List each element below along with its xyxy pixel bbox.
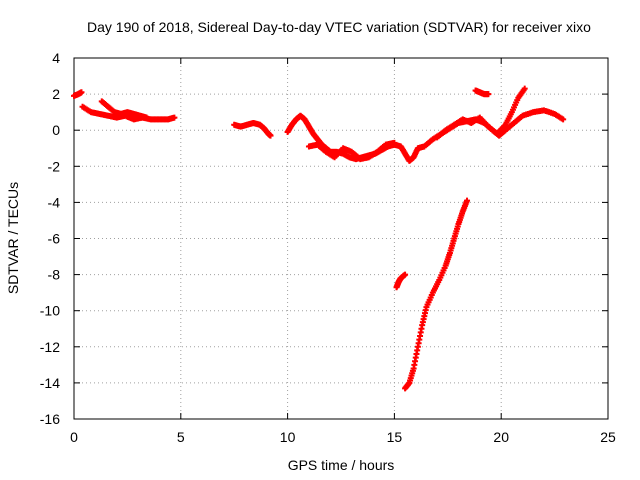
data-points: [71, 85, 567, 392]
y-tick-label: -4: [48, 194, 61, 210]
x-tick-label: 15: [387, 429, 403, 445]
y-tick-label: -2: [48, 158, 61, 174]
data-point: [560, 116, 567, 123]
y-tick-label: -12: [40, 339, 60, 355]
data-point: [521, 85, 528, 92]
y-tick-label: -6: [48, 231, 61, 247]
data-point: [391, 139, 398, 146]
y-tick-label: 2: [52, 86, 60, 102]
data-point: [485, 91, 492, 98]
data-point: [267, 132, 274, 139]
data-point: [171, 114, 178, 121]
data-point: [78, 89, 85, 96]
x-tick-label: 20: [493, 429, 509, 445]
y-axis-label: SDTVAR / TECUs: [5, 182, 21, 294]
data-point: [464, 197, 471, 204]
y-tick-label: -14: [40, 375, 60, 391]
y-tick-label: -16: [40, 411, 60, 427]
x-tick-label: 5: [177, 429, 185, 445]
y-tick-label: 4: [52, 50, 60, 66]
x-tick-label: 0: [70, 429, 78, 445]
x-axis-label: GPS time / hours: [288, 457, 395, 473]
data-point: [143, 114, 150, 121]
y-tick-label: -10: [40, 303, 60, 319]
axis-ticks: [73, 57, 609, 420]
x-tick-label: 10: [280, 429, 296, 445]
x-tick-label: 25: [600, 429, 616, 445]
y-tick-label: 0: [52, 122, 60, 138]
data-point: [402, 271, 409, 278]
chart-title: Day 190 of 2018, Sidereal Day-to-day VTE…: [87, 19, 591, 35]
y-tick-label: -8: [48, 267, 61, 283]
